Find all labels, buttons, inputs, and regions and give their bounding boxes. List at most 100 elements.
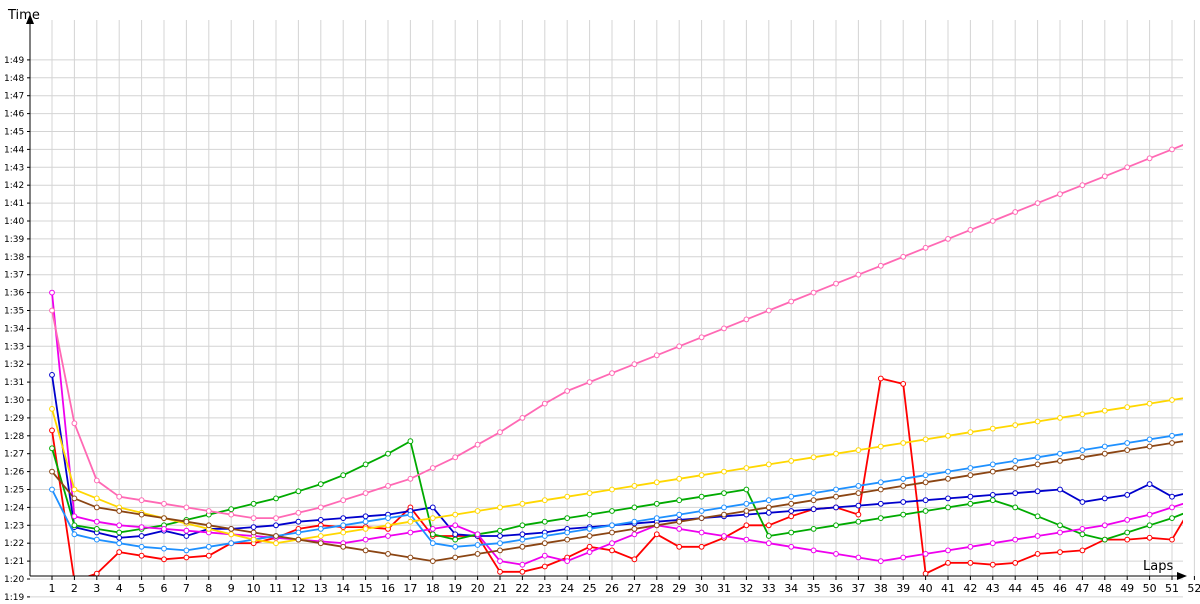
x-tick-label: 20 bbox=[471, 582, 485, 595]
x-tick-label: 17 bbox=[403, 582, 417, 595]
x-tick-label: 27 bbox=[627, 582, 641, 595]
data-point bbox=[1125, 537, 1130, 542]
data-point bbox=[856, 448, 861, 453]
x-tick-label: 19 bbox=[448, 582, 462, 595]
data-point bbox=[139, 544, 144, 549]
data-point bbox=[1058, 530, 1063, 535]
data-point bbox=[229, 541, 234, 546]
data-point bbox=[901, 382, 906, 387]
data-point bbox=[453, 455, 458, 460]
data-point bbox=[139, 512, 144, 517]
x-tick-label: 6 bbox=[161, 582, 168, 595]
y-tick-label: 1:34 bbox=[4, 324, 24, 334]
data-point bbox=[565, 516, 570, 521]
data-point bbox=[565, 494, 570, 499]
data-point bbox=[453, 523, 458, 528]
data-point bbox=[878, 559, 883, 564]
data-point bbox=[901, 555, 906, 560]
x-tick-label: 46 bbox=[1053, 582, 1067, 595]
data-point bbox=[184, 555, 189, 560]
data-point bbox=[94, 519, 99, 524]
data-point bbox=[274, 541, 279, 546]
data-point bbox=[251, 530, 256, 535]
data-point bbox=[386, 523, 391, 528]
x-tick-label: 2 bbox=[71, 582, 78, 595]
data-point bbox=[72, 532, 77, 537]
data-point bbox=[341, 530, 346, 535]
data-point bbox=[811, 507, 816, 512]
data-point bbox=[430, 559, 435, 564]
data-point bbox=[990, 426, 995, 431]
data-point bbox=[520, 501, 525, 506]
y-tick-label: 1:37 bbox=[4, 271, 24, 281]
data-point bbox=[744, 523, 749, 528]
data-point bbox=[229, 527, 234, 532]
data-point bbox=[139, 534, 144, 539]
data-point bbox=[1013, 423, 1018, 428]
data-point bbox=[968, 473, 973, 478]
data-point bbox=[856, 484, 861, 489]
data-point bbox=[498, 569, 503, 574]
data-point bbox=[744, 466, 749, 471]
data-point bbox=[1013, 537, 1018, 542]
data-point bbox=[520, 537, 525, 542]
data-point bbox=[766, 462, 771, 467]
data-point bbox=[184, 528, 189, 533]
data-point bbox=[542, 498, 547, 503]
x-tick-label: 21 bbox=[493, 582, 507, 595]
data-point bbox=[923, 571, 928, 576]
data-point bbox=[722, 505, 727, 510]
data-point bbox=[1035, 201, 1040, 206]
data-point bbox=[1080, 500, 1085, 505]
data-point bbox=[699, 530, 704, 535]
x-tick-label: 23 bbox=[538, 582, 552, 595]
data-point bbox=[1013, 491, 1018, 496]
data-point bbox=[318, 534, 323, 539]
data-point bbox=[386, 552, 391, 557]
x-tick-label: 7 bbox=[183, 582, 190, 595]
data-point bbox=[318, 527, 323, 532]
data-point bbox=[834, 523, 839, 528]
data-point bbox=[453, 512, 458, 517]
data-point bbox=[408, 530, 413, 535]
data-point bbox=[587, 491, 592, 496]
data-point bbox=[1080, 455, 1085, 460]
data-point bbox=[296, 530, 301, 535]
x-tick-label: 3 bbox=[93, 582, 100, 595]
data-point bbox=[408, 519, 413, 524]
x-tick-label: 28 bbox=[650, 582, 664, 595]
x-tick-label: 42 bbox=[963, 582, 977, 595]
data-point bbox=[453, 532, 458, 537]
data-point bbox=[878, 444, 883, 449]
data-point bbox=[990, 562, 995, 567]
data-point bbox=[789, 509, 794, 514]
data-point bbox=[766, 541, 771, 546]
y-tick-label: 1:36 bbox=[4, 289, 24, 299]
data-point bbox=[677, 519, 682, 524]
data-point bbox=[878, 516, 883, 521]
data-point bbox=[1147, 437, 1152, 442]
data-point bbox=[251, 525, 256, 530]
data-point bbox=[699, 335, 704, 340]
data-point bbox=[1058, 416, 1063, 421]
data-point bbox=[1147, 535, 1152, 540]
data-point bbox=[990, 219, 995, 224]
data-point bbox=[520, 569, 525, 574]
data-point bbox=[542, 541, 547, 546]
data-point bbox=[1147, 156, 1152, 161]
data-point bbox=[162, 516, 167, 521]
data-point bbox=[50, 290, 55, 295]
data-point bbox=[1125, 448, 1130, 453]
data-point bbox=[811, 290, 816, 295]
data-point bbox=[878, 263, 883, 268]
data-point bbox=[946, 237, 951, 242]
x-tick-label: 24 bbox=[560, 582, 574, 595]
data-point bbox=[946, 469, 951, 474]
data-point bbox=[1125, 405, 1130, 410]
data-point bbox=[50, 487, 55, 492]
data-point bbox=[946, 561, 951, 566]
data-point bbox=[498, 430, 503, 435]
data-point bbox=[968, 501, 973, 506]
data-point bbox=[1147, 523, 1152, 528]
data-point bbox=[990, 469, 995, 474]
